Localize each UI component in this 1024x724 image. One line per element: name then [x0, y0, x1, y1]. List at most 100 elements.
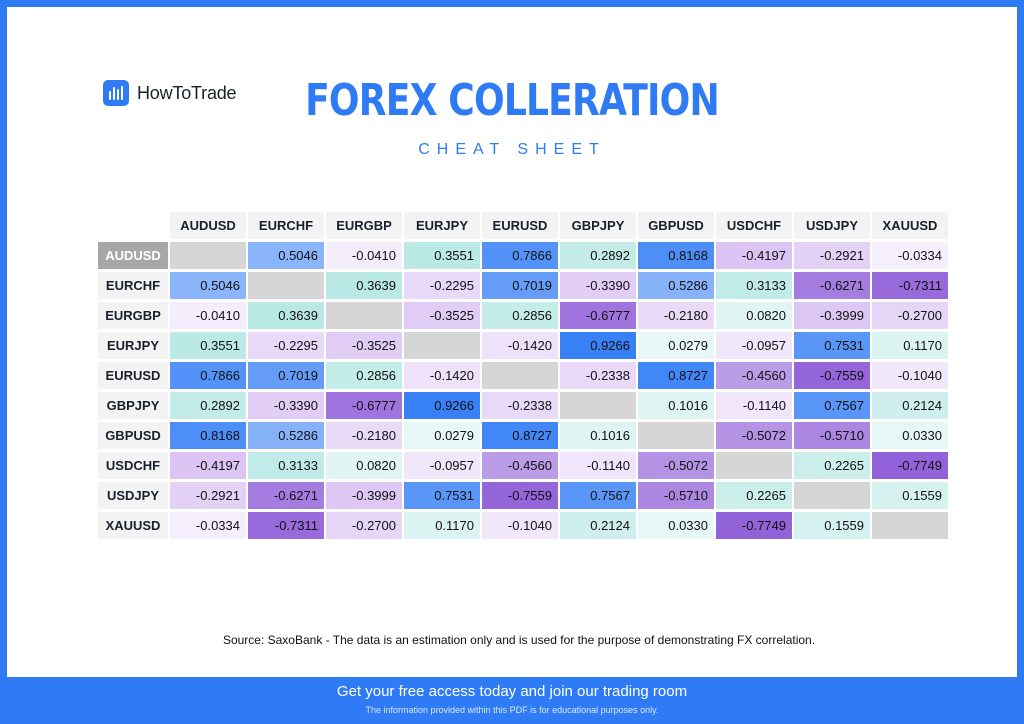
correlation-cell: 0.1559 — [872, 482, 948, 509]
table-row: XAUUSD -0.0334 -0.7311 -0.2700 0.1170 -0.1040… — [98, 512, 948, 539]
correlation-cell: 0.1016 — [560, 422, 636, 449]
correlation-cell: -0.2700 — [326, 512, 402, 539]
correlation-cell: 0.7567 — [794, 392, 870, 419]
correlation-cell: -0.0334 — [872, 242, 948, 269]
table-row: AUDUSD 0.5046 -0.0410 0.3551 0.7866 0.2892 0.8… — [98, 242, 948, 269]
correlation-cell: -0.7311 — [872, 272, 948, 299]
correlation-cell: -0.1140 — [716, 392, 792, 419]
correlation-cell: 0.9266 — [560, 332, 636, 359]
correlation-cell: -0.5072 — [716, 422, 792, 449]
correlation-cell: -0.3390 — [560, 272, 636, 299]
column-header: GBPUSD — [638, 212, 714, 239]
brand-logo[interactable]: HowToTrade — [103, 80, 237, 106]
correlation-cell: 0.7866 — [482, 242, 558, 269]
correlation-cell: 0.0820 — [326, 452, 402, 479]
correlation-cell: -0.3999 — [794, 302, 870, 329]
correlation-cell: -0.5710 — [638, 482, 714, 509]
diagonal-cell — [560, 392, 636, 419]
correlation-cell: -0.7311 — [248, 512, 324, 539]
table-row: USDJPY -0.2921 -0.6271 -0.3999 0.7531 -0.7559… — [98, 482, 948, 509]
correlation-cell: 0.3551 — [404, 242, 480, 269]
correlation-cell: 0.2856 — [326, 362, 402, 389]
correlation-cell: -0.5710 — [794, 422, 870, 449]
correlation-cell: -0.4560 — [482, 452, 558, 479]
brand-name: HowToTrade — [137, 82, 237, 103]
correlation-cell: 0.5046 — [170, 272, 246, 299]
source-note: Source: SaxoBank - The data is an estima… — [222, 633, 816, 647]
row-header: AUDUSD — [98, 242, 168, 269]
correlation-cell: 0.1559 — [794, 512, 870, 539]
column-header: USDCHF — [716, 212, 792, 239]
correlation-cell: -0.4197 — [716, 242, 792, 269]
row-header: EURUSD — [98, 362, 168, 389]
correlation-cell: 0.8727 — [638, 362, 714, 389]
correlation-cell: 0.8727 — [482, 422, 558, 449]
row-header: XAUUSD — [98, 512, 168, 539]
correlation-cell: 0.0330 — [872, 422, 948, 449]
correlation-cell: 0.7866 — [170, 362, 246, 389]
correlation-cell: -0.6271 — [794, 272, 870, 299]
table-row: EURCHF 0.5046 0.3639 -0.2295 0.7019 -0.3390 0.… — [98, 272, 948, 299]
cheat-sheet-page: HowToTrade FOREX COLLERATION CHEAT SHEET… — [7, 7, 1017, 677]
correlation-cell: -0.0957 — [716, 332, 792, 359]
correlation-cell: 0.5286 — [638, 272, 714, 299]
correlation-cell: -0.7749 — [716, 512, 792, 539]
correlation-cell: -0.1140 — [560, 452, 636, 479]
table-header-row: AUDUSD EURCHF EURGBP EURJPY EURUSD GBPJPY GBPU… — [98, 212, 948, 239]
correlation-cell: -0.2180 — [638, 302, 714, 329]
diagonal-cell — [794, 482, 870, 509]
correlation-cell: 0.7019 — [248, 362, 324, 389]
correlation-cell: 0.3639 — [248, 302, 324, 329]
correlation-cell: 0.2892 — [170, 392, 246, 419]
correlation-cell: 0.2265 — [716, 482, 792, 509]
correlation-cell: 0.5286 — [248, 422, 324, 449]
correlation-cell: 0.2124 — [872, 392, 948, 419]
correlation-cell: 0.7531 — [794, 332, 870, 359]
diagonal-cell — [170, 242, 246, 269]
diagonal-cell — [326, 302, 402, 329]
column-header: EURUSD — [482, 212, 558, 239]
row-header: EURCHF — [98, 272, 168, 299]
correlation-cell: 0.1170 — [404, 512, 480, 539]
correlation-cell: 0.7019 — [482, 272, 558, 299]
correlation-cell: -0.3525 — [326, 332, 402, 359]
correlation-cell: -0.7749 — [872, 452, 948, 479]
correlation-table: AUDUSD EURCHF EURGBP EURJPY EURUSD GBPJPY GBPU… — [96, 209, 950, 542]
correlation-cell: 0.3639 — [326, 272, 402, 299]
table-row: EURGBP -0.0410 0.3639 -0.3525 0.2856 -0.6777-… — [98, 302, 948, 329]
correlation-cell: -0.2338 — [560, 362, 636, 389]
correlation-cell: 0.8168 — [170, 422, 246, 449]
correlation-cell: -0.0410 — [170, 302, 246, 329]
correlation-cell: 0.7531 — [404, 482, 480, 509]
correlation-cell: -0.2180 — [326, 422, 402, 449]
page-title: FOREX COLLERATION — [305, 75, 720, 126]
table-row: USDCHF -0.4197 0.3133 0.0820 -0.0957 -0.4560-… — [98, 452, 948, 479]
diagonal-cell — [716, 452, 792, 479]
correlation-cell: 0.2265 — [794, 452, 870, 479]
correlation-cell: 0.0279 — [638, 332, 714, 359]
correlation-cell: 0.2892 — [560, 242, 636, 269]
correlation-cell: -0.2295 — [404, 272, 480, 299]
correlation-cell: 0.3133 — [716, 272, 792, 299]
correlation-cell: 0.2856 — [482, 302, 558, 329]
correlation-cell: -0.1420 — [482, 332, 558, 359]
row-header: GBPUSD — [98, 422, 168, 449]
column-header: EURJPY — [404, 212, 480, 239]
correlation-cell: -0.1040 — [872, 362, 948, 389]
row-header: GBPJPY — [98, 392, 168, 419]
correlation-cell: 0.0279 — [404, 422, 480, 449]
row-header: USDCHF — [98, 452, 168, 479]
diagonal-cell — [638, 422, 714, 449]
correlation-cell: 0.0820 — [716, 302, 792, 329]
correlation-cell: 0.7567 — [560, 482, 636, 509]
correlation-cell: 0.3133 — [248, 452, 324, 479]
correlation-cell: -0.4197 — [170, 452, 246, 479]
correlation-cell: -0.3525 — [404, 302, 480, 329]
table-row: EURJPY 0.3551 -0.2295 -0.3525 -0.1420 0.9266 0… — [98, 332, 948, 359]
column-header: XAUUSD — [872, 212, 948, 239]
correlation-cell: 0.3551 — [170, 332, 246, 359]
footer-cta-link[interactable]: Get your free access today and join our … — [336, 683, 688, 700]
column-header: EURCHF — [248, 212, 324, 239]
correlation-cell: -0.1420 — [404, 362, 480, 389]
correlation-cell: -0.0334 — [170, 512, 246, 539]
